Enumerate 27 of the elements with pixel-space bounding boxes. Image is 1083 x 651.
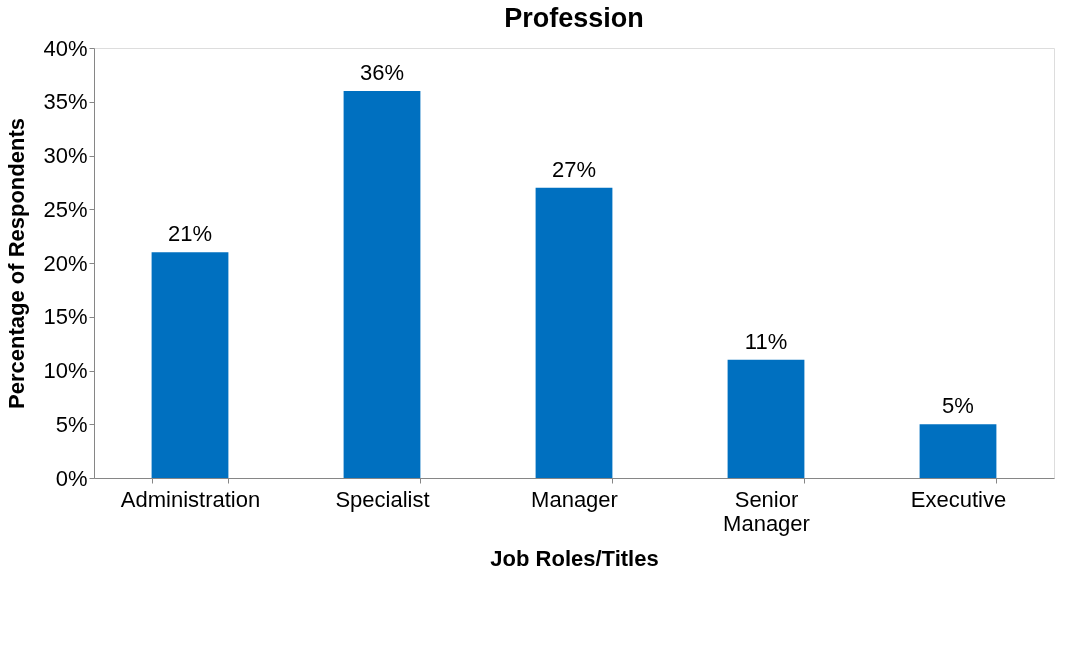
chart-title: Profession xyxy=(504,3,644,33)
y-tick-label: 20% xyxy=(43,250,88,276)
bar xyxy=(727,359,805,478)
data-label: 36% xyxy=(359,60,405,85)
bar xyxy=(343,91,421,478)
data-label: 27% xyxy=(551,156,597,182)
x-tick-label: Executive xyxy=(910,486,1007,512)
y-tick-label: 35% xyxy=(43,89,88,115)
y-tick-label: 30% xyxy=(43,143,88,168)
bar xyxy=(919,424,997,478)
bar xyxy=(535,187,613,478)
bar xyxy=(151,252,229,478)
y-tick-label: 25% xyxy=(43,196,88,222)
data-label: 21% xyxy=(167,221,213,247)
x-axis-title: Job Roles/Titles xyxy=(490,545,659,571)
y-tick-label: 40% xyxy=(43,35,88,61)
data-label: 11% xyxy=(744,328,788,354)
x-tick-label: Administration xyxy=(120,486,261,512)
y-tick-label: 5% xyxy=(55,411,88,437)
x-tick-label: Specialist xyxy=(335,486,430,512)
y-axis-title: Percentage of Respondents xyxy=(4,118,30,409)
x-tick-label: Manager xyxy=(531,486,618,512)
y-tick-label: 0% xyxy=(55,465,88,491)
data-label: 5% xyxy=(942,393,974,419)
y-tick-label: 10% xyxy=(43,358,88,383)
y-tick-label: 15% xyxy=(43,304,88,330)
x-tick-label: Senior Manager xyxy=(723,486,810,536)
